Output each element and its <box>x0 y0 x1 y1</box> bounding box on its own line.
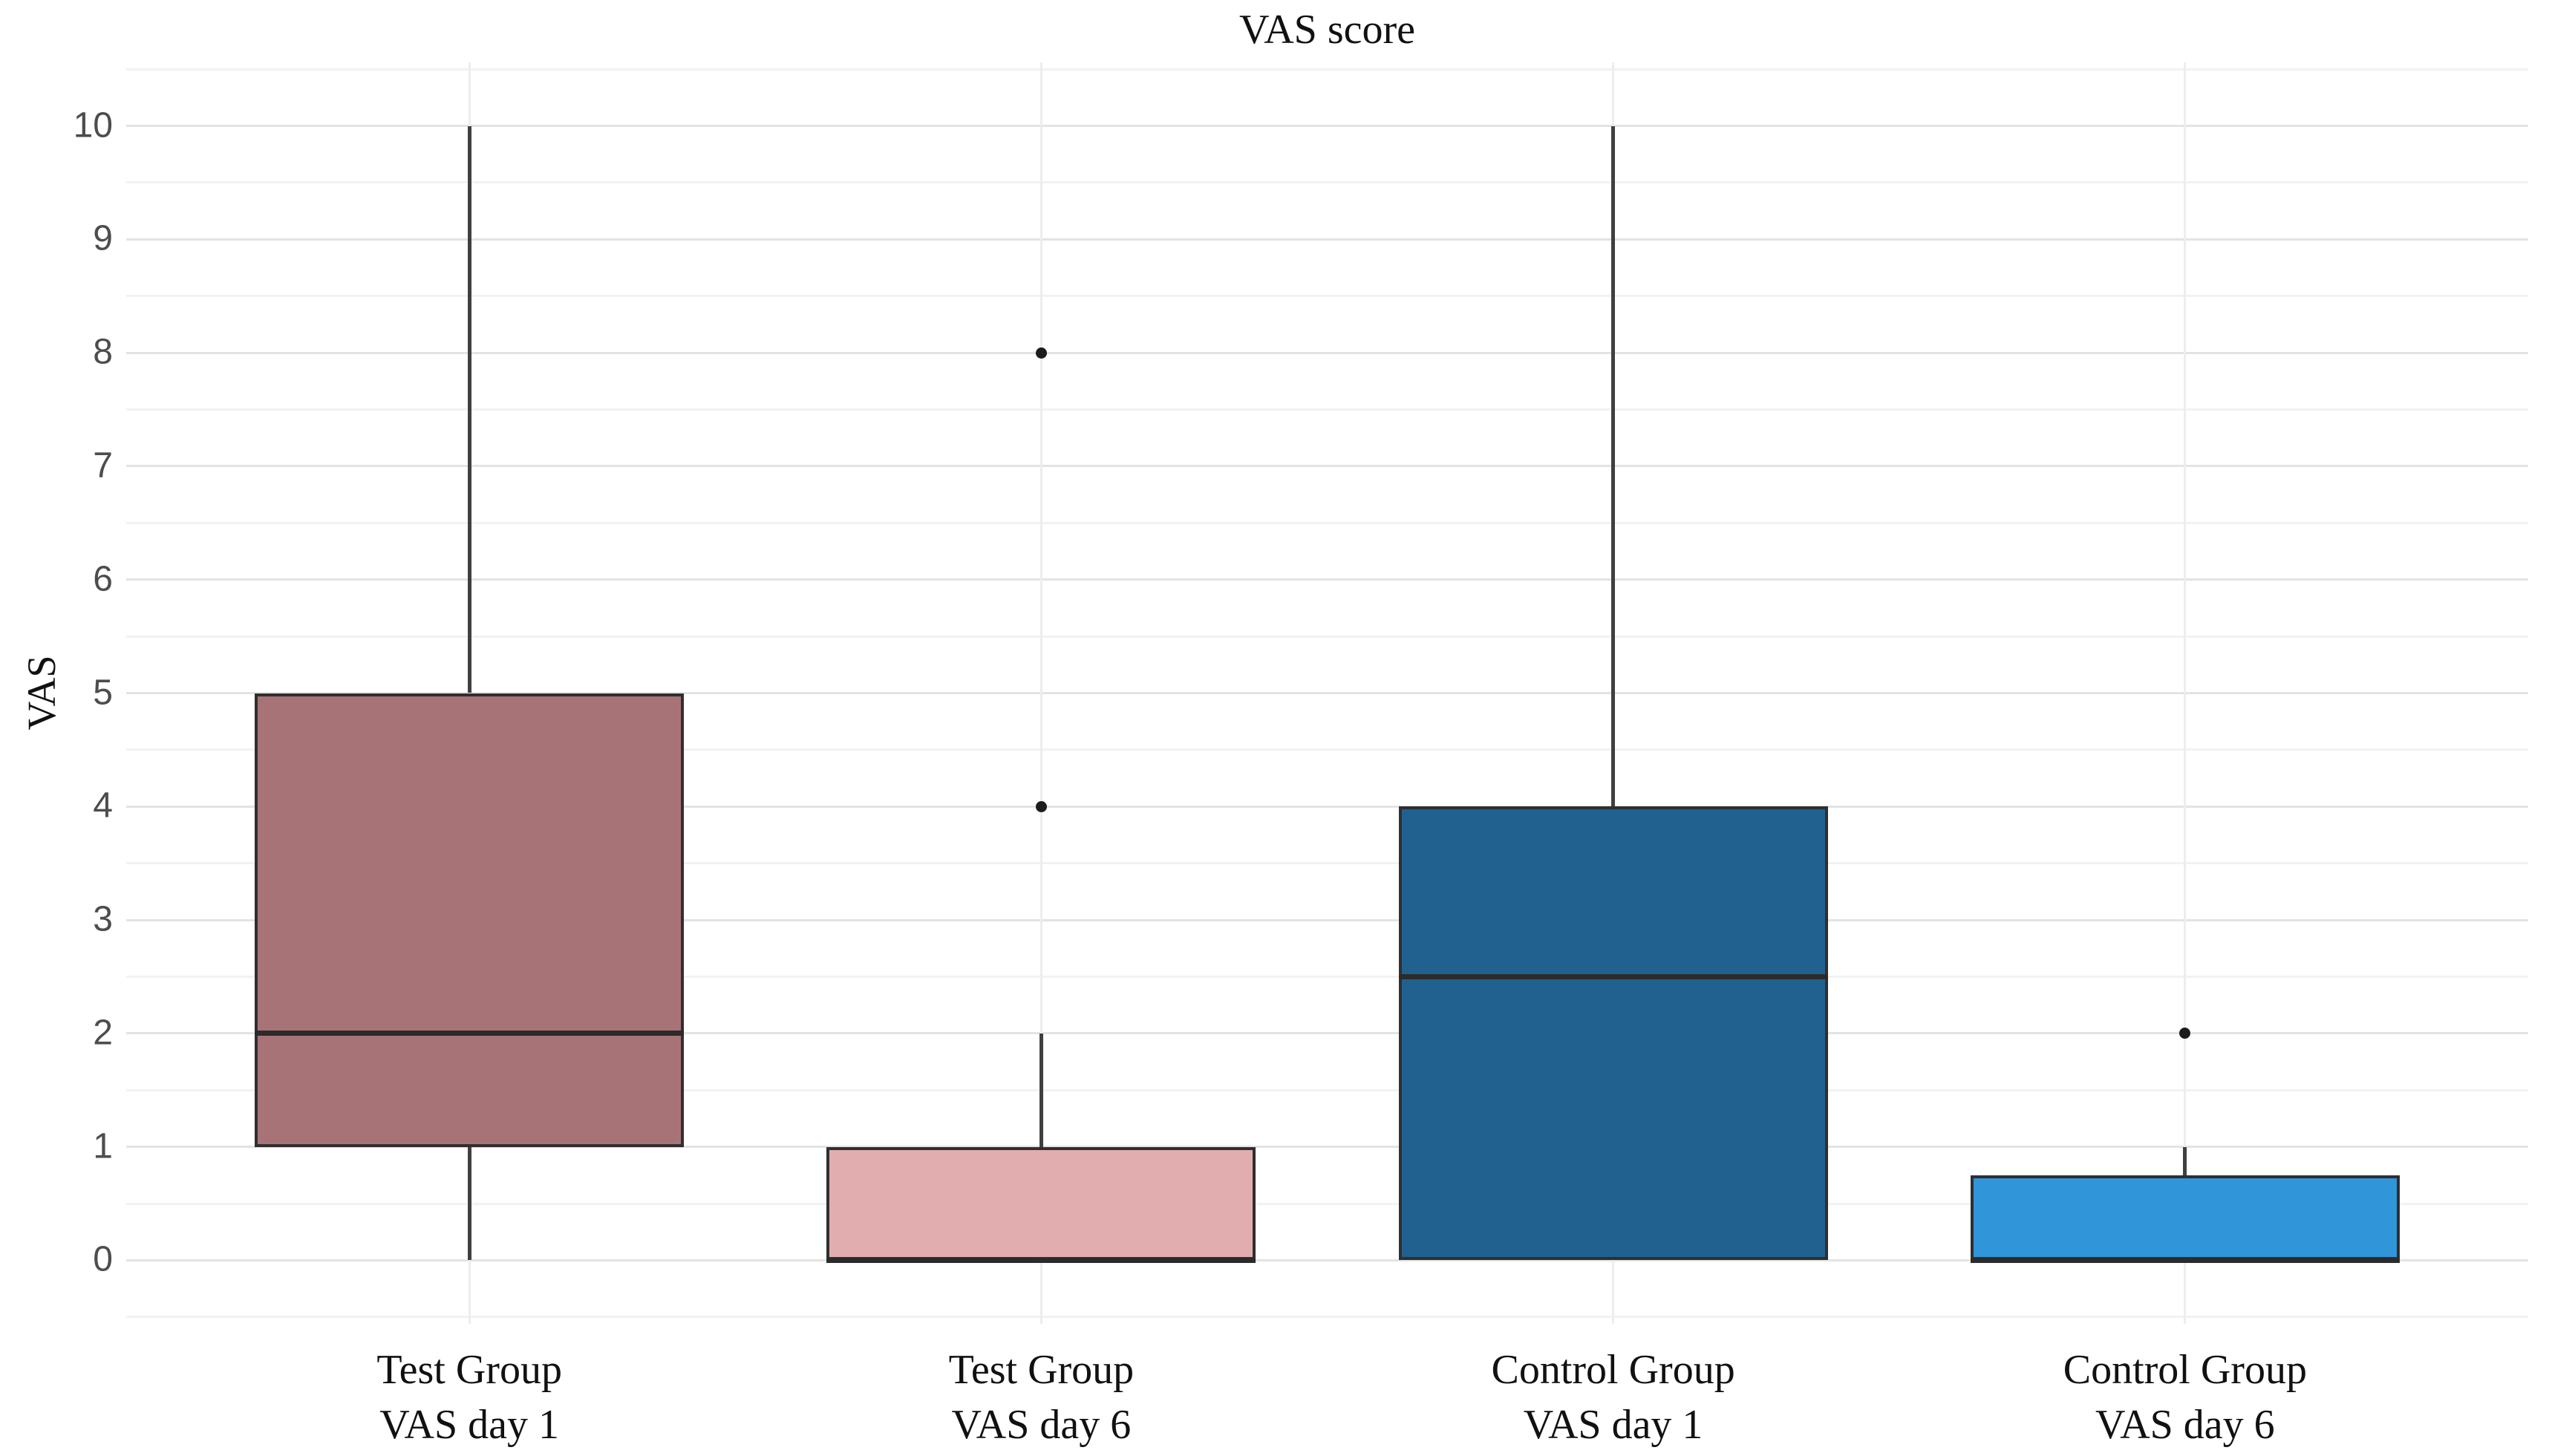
major-gridline <box>126 1032 2528 1035</box>
y-tick-label: 3 <box>93 899 113 939</box>
y-tick-label: 7 <box>93 445 113 486</box>
major-gridline <box>126 692 2528 694</box>
x-axis-label-line: VAS day 6 <box>2095 1402 2275 1448</box>
chart-title: VAS score <box>1239 7 1415 53</box>
boxplot-box <box>826 1146 1256 1261</box>
major-gridline <box>126 238 2528 241</box>
x-axis-label-line: Test Group <box>376 1347 562 1393</box>
y-tick-label: 6 <box>93 559 113 599</box>
major-gridline <box>126 125 2528 128</box>
boxplot-median <box>1970 1257 2400 1263</box>
outlier-point <box>1035 800 1047 812</box>
minor-gridline <box>126 748 2528 751</box>
y-tick-label: 5 <box>93 672 113 712</box>
minor-gridline <box>126 635 2528 638</box>
minor-gridline <box>126 521 2528 524</box>
y-tick-label: 10 <box>73 105 113 145</box>
x-axis-label-line: Control Group <box>1491 1347 1735 1393</box>
y-tick-label: 0 <box>93 1239 113 1279</box>
minor-gridline <box>126 295 2528 298</box>
category-gridline <box>1039 62 1042 1324</box>
x-axis-label-line: VAS day 6 <box>951 1402 1132 1448</box>
major-gridline <box>126 1259 2528 1261</box>
x-axis-label-line: VAS day 1 <box>379 1402 559 1448</box>
category-gridline <box>2184 62 2187 1324</box>
y-tick-label: 8 <box>93 332 113 372</box>
minor-gridline <box>126 68 2528 71</box>
boxplot-median <box>255 1031 685 1036</box>
y-tick-label: 4 <box>93 786 113 826</box>
x-axis-label-line: Test Group <box>948 1347 1135 1393</box>
boxplot-box <box>1398 806 1828 1261</box>
boxplot-upper-whisker <box>1611 125 1616 807</box>
major-gridline <box>126 805 2528 808</box>
x-axis-label: Test Group VAS day 1 <box>172 1342 766 1452</box>
x-axis-label-line: Control Group <box>2063 1347 2307 1393</box>
y-tick-label: 1 <box>93 1126 113 1166</box>
x-axis-label: Control Group VAS day 1 <box>1316 1342 1910 1452</box>
x-axis-label: Control Group VAS day 6 <box>1888 1342 2482 1452</box>
boxplot-upper-whisker <box>467 125 471 693</box>
outlier-point <box>2179 1028 2191 1039</box>
major-gridline <box>126 918 2528 921</box>
x-axis-label: Test Group VAS day 6 <box>744 1342 1338 1452</box>
boxplot-box <box>255 693 685 1147</box>
minor-gridline <box>126 975 2528 978</box>
boxplot-median <box>826 1257 1256 1263</box>
major-gridline <box>126 578 2528 581</box>
boxplot-lower-whisker <box>467 1146 471 1261</box>
major-gridline <box>126 465 2528 468</box>
boxplot-upper-whisker <box>2183 1146 2187 1175</box>
minor-gridline <box>126 1316 2528 1319</box>
boxplot-box <box>1970 1175 2400 1261</box>
minor-gridline <box>126 408 2528 411</box>
minor-gridline <box>126 862 2528 865</box>
x-axis-label-line: VAS day 1 <box>1523 1402 1703 1448</box>
minor-gridline <box>126 1088 2528 1091</box>
minor-gridline <box>126 1202 2528 1205</box>
major-gridline <box>126 1146 2528 1149</box>
boxplot-upper-whisker <box>1039 1033 1043 1147</box>
minor-gridline <box>126 181 2528 184</box>
y-tick-label: 9 <box>93 218 113 258</box>
boxplot-median <box>1398 973 1828 979</box>
major-gridline <box>126 351 2528 354</box>
y-tick-label: 2 <box>93 1013 113 1053</box>
outlier-point <box>1035 347 1047 359</box>
